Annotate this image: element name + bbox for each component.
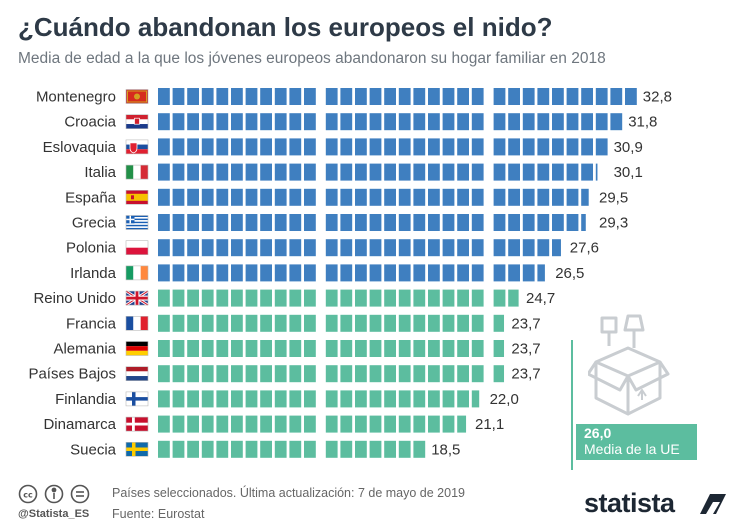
category-label: Dinamarca [43,416,116,433]
flag-icon [125,190,149,205]
flag-icon [125,441,149,457]
bar [158,289,519,307]
flag-icon [125,114,149,130]
bar-row: Finlandia 22,0 [55,390,519,408]
flag-icon [125,215,149,230]
bar [158,163,598,181]
flag-icon [125,316,149,331]
bar [158,440,426,458]
bar [158,365,505,383]
flag-icon [125,265,149,281]
bar-row: Francia 23,7 [66,314,541,332]
moving-box-icon [586,312,670,425]
footer-source: Fuente: Eurostat [112,507,205,521]
bar-row: Reino Unido 24,7 [33,289,555,307]
flag-icon [125,391,149,407]
category-label: Finlandia [55,391,117,408]
value-label: 18,5 [431,441,460,458]
eu-average-label: Media de la UE [584,441,680,457]
social-handle: @Statista_ES [18,508,90,520]
eu-average-value: 26,0 [584,425,612,441]
value-label: 23,7 [511,341,540,358]
value-label: 23,7 [511,315,540,332]
bar-row: Grecia 29,3 [72,214,628,232]
bar [158,113,623,131]
category-label: Montenegro [36,89,116,106]
bar [158,340,505,357]
bar-row: Italia 30,1 [84,163,643,181]
flag-icon [125,341,149,356]
flag-icon [125,164,149,180]
bar [158,188,589,206]
eu-average-badge: 26,0 Media de la UE [576,424,697,460]
footer-note: Países seleccionados. Última actualizaci… [112,486,465,500]
chart-title: ¿Cuándo abandonan los europeos el nido? [18,12,553,42]
category-label: Alemania [53,341,116,358]
svg-text:cc: cc [23,491,33,500]
value-label: 26,5 [555,265,584,282]
bar-row: Países Bajos 23,7 [28,365,541,383]
category-label: España [65,189,117,206]
bar-row: Croacia 31,8 [64,113,657,131]
bar [158,415,467,433]
value-label: 27,6 [570,240,599,257]
category-label: Croacia [64,114,116,131]
creative-commons-icons: cc [18,484,92,509]
bar-row: Alemania 23,7 [53,340,541,358]
bar [158,214,586,231]
flag-icon [125,289,149,307]
value-label: 29,3 [599,215,628,232]
bar [158,239,561,257]
bar [158,390,480,408]
bar-row: Eslovaquia 30,9 [43,138,643,156]
value-label: 23,7 [511,366,540,383]
value-label: 30,9 [614,139,643,156]
value-label: 22,0 [490,391,519,408]
bar [158,138,608,156]
flag-icon [125,416,149,432]
value-label: 21,1 [475,416,504,433]
category-label: Italia [84,164,116,181]
category-label: Eslovaquia [43,139,117,156]
bar [158,264,545,282]
chart-subtitle: Media de edad a la que los jóvenes europ… [18,50,606,67]
statista-logo-mark-icon [700,494,726,519]
category-label: Polonia [66,240,117,257]
statista-logo: statista [584,488,675,518]
bar-row: España 29,5 [65,188,628,206]
value-label: 30,1 [614,164,643,181]
bar [158,314,505,332]
flag-icon [125,89,149,104]
category-label: Suecia [70,441,117,458]
bar-row: Dinamarca 21,1 [43,415,504,433]
flag-icon [125,240,149,255]
flag-icon [125,366,149,382]
category-label: Reino Unido [33,290,116,307]
value-label: 24,7 [526,290,555,307]
value-label: 29,5 [599,189,628,206]
bar-row: Suecia 18,5 [70,440,460,458]
category-label: Irlanda [70,265,117,282]
value-label: 31,8 [628,114,657,131]
bar [158,88,637,105]
bar-chart: Montenegro 32,8 Croacia 31,8 Eslovaquia 30,9 I… [28,88,672,470]
bar-row: Polonia 27,6 [66,239,599,257]
bar-row: Irlanda 26,5 [70,264,584,282]
bar-row: Montenegro 32,8 [36,88,672,106]
flag-icon [125,139,149,155]
value-label: 32,8 [643,89,672,106]
category-label: Países Bajos [28,366,116,383]
category-label: Grecia [72,215,117,232]
category-label: Francia [66,315,117,332]
